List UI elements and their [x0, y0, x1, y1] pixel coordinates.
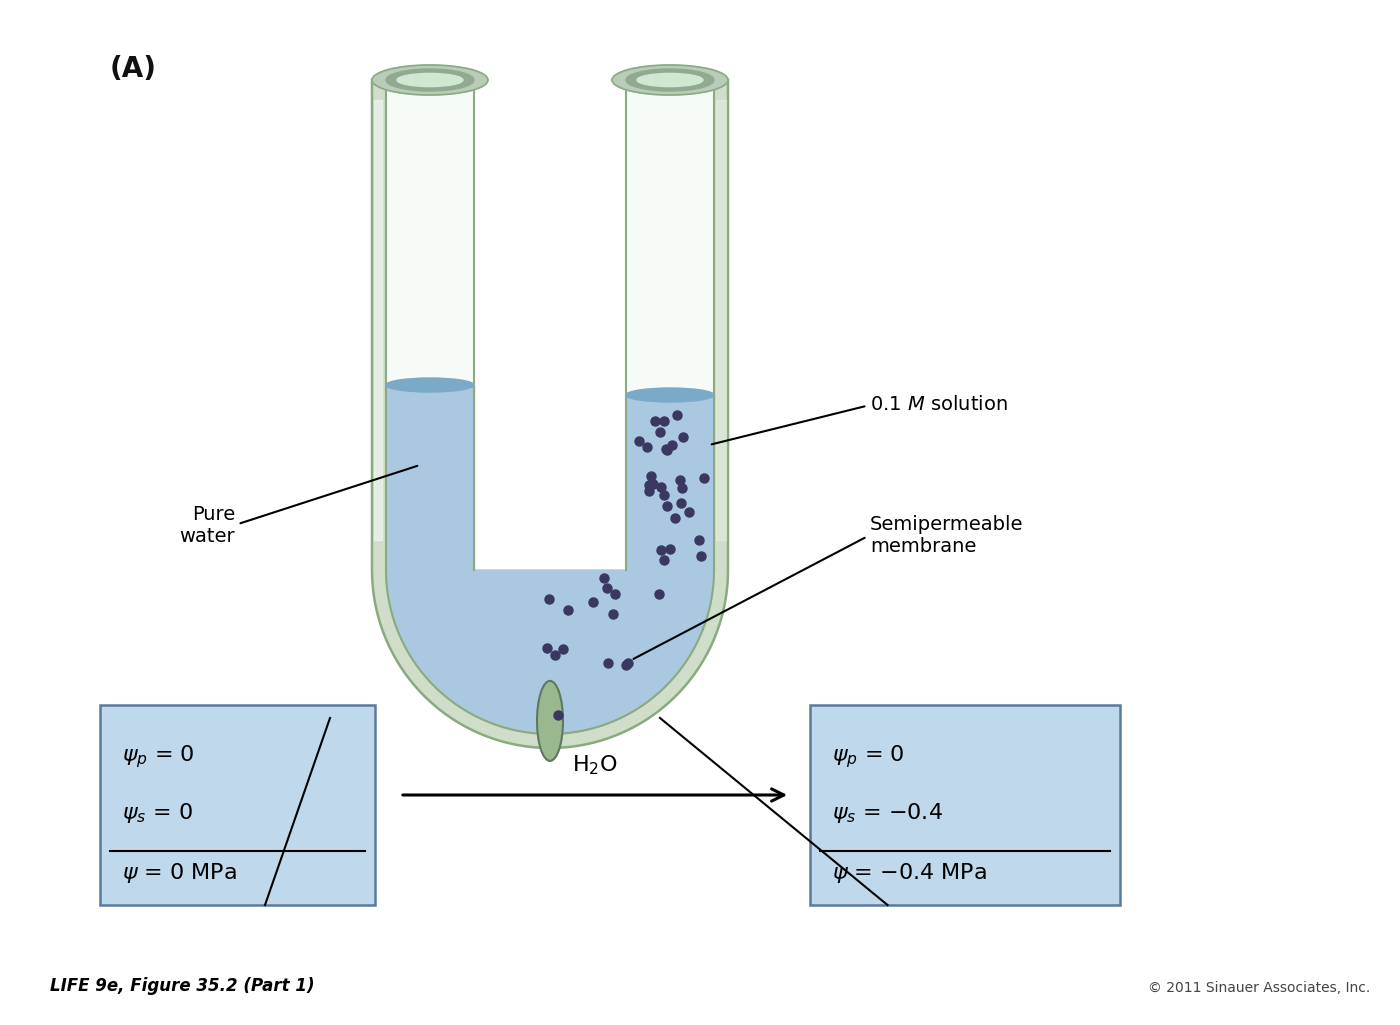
FancyBboxPatch shape — [99, 705, 375, 905]
Ellipse shape — [386, 69, 475, 91]
Text: $\psi_s$ = 0: $\psi_s$ = 0 — [122, 801, 193, 825]
Text: $\psi$ = 0 MPa: $\psi$ = 0 MPa — [122, 861, 237, 885]
Text: $\psi_s$ = −0.4: $\psi_s$ = −0.4 — [832, 801, 944, 825]
Ellipse shape — [538, 681, 563, 761]
Text: © 2011 Sinauer Associates, Inc.: © 2011 Sinauer Associates, Inc. — [1148, 981, 1371, 995]
Ellipse shape — [612, 65, 728, 95]
Text: Semipermeable
membrane: Semipermeable membrane — [633, 515, 1023, 659]
Ellipse shape — [626, 69, 714, 91]
Text: Pure
water: Pure water — [179, 465, 417, 545]
Polygon shape — [386, 570, 714, 734]
Ellipse shape — [626, 388, 714, 402]
Text: LIFE 9e, Figure 35.2 (Part 1): LIFE 9e, Figure 35.2 (Part 1) — [50, 977, 315, 995]
Text: H$_2$O: H$_2$O — [573, 753, 617, 777]
Ellipse shape — [372, 65, 489, 95]
Text: $\psi$ = −0.4 MPa: $\psi$ = −0.4 MPa — [832, 861, 987, 885]
Text: 0.1 $\it{M}$ solution: 0.1 $\it{M}$ solution — [711, 396, 1008, 444]
Ellipse shape — [637, 74, 703, 86]
Ellipse shape — [386, 378, 475, 392]
Ellipse shape — [398, 74, 463, 86]
Polygon shape — [372, 80, 728, 748]
FancyBboxPatch shape — [811, 705, 1120, 905]
Text: (A): (A) — [111, 55, 157, 83]
Text: $\psi_p$ = 0: $\psi_p$ = 0 — [122, 743, 195, 770]
Text: $\psi_p$ = 0: $\psi_p$ = 0 — [832, 743, 904, 770]
